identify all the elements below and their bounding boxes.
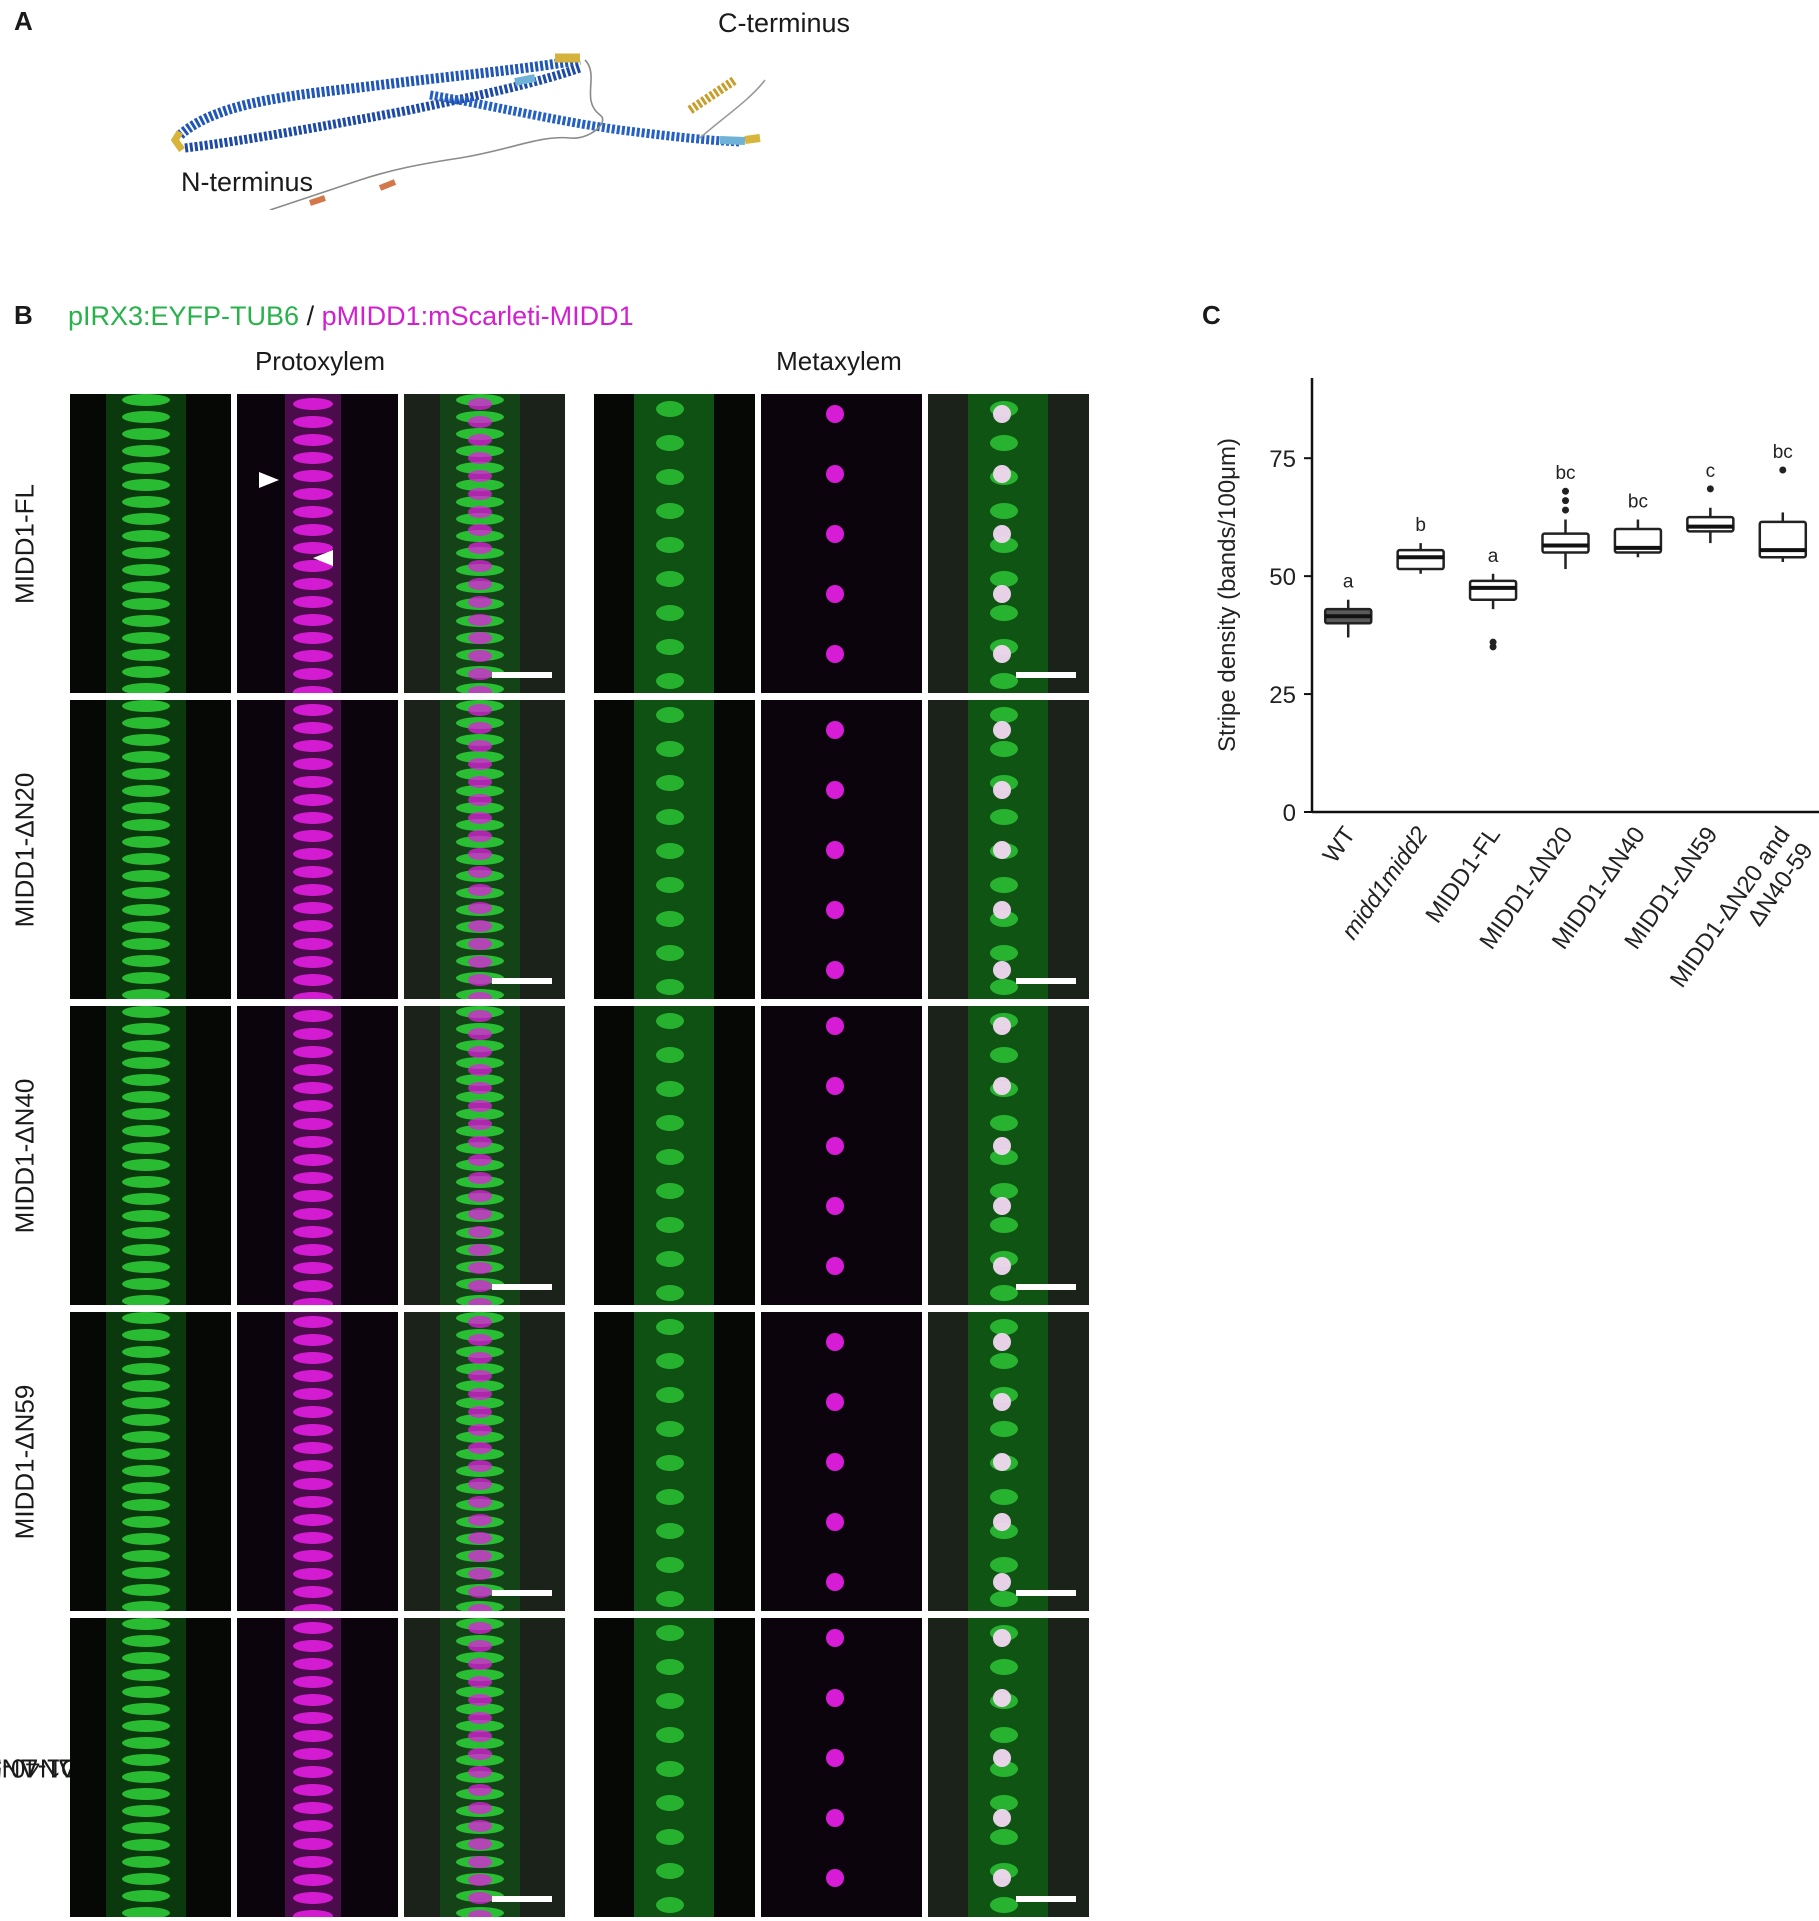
box [1686, 515, 1735, 533]
significance-label: bc [1773, 442, 1793, 463]
significance-label: a [1488, 546, 1499, 567]
protoxylem-image [70, 1006, 231, 1305]
panel-label-c: C [1202, 300, 1221, 330]
row-label-dn20: MIDD1-ΔN20 [0, 700, 50, 999]
scale-bar [1016, 1284, 1076, 1290]
row-label-dn20-dn40-59: MIDD1-ΔN20 andΔN40-59 [0, 1618, 128, 1917]
panel-label-a: A [14, 6, 33, 36]
metaxylem-image [594, 394, 755, 693]
outlier-point [1779, 466, 1787, 474]
significance-label: b [1415, 515, 1426, 536]
box [1396, 548, 1445, 571]
scale-bar [492, 1896, 552, 1902]
metaxylem-image [594, 1312, 755, 1611]
metaxylem-image [594, 700, 755, 999]
significance-label: a [1343, 572, 1354, 593]
metaxylem-image [928, 1312, 1089, 1611]
protoxylem-image [70, 394, 231, 693]
significance-label: c [1706, 461, 1716, 482]
metaxylem-image [761, 1618, 922, 1917]
box [1541, 532, 1590, 554]
metaxylem-image [928, 700, 1089, 999]
protoxylem-image [237, 1312, 398, 1611]
scale-bar [492, 978, 552, 984]
scale-bar [1016, 978, 1076, 984]
metaxylem-image [761, 700, 922, 999]
panel-label-b: B [14, 300, 33, 330]
outlier-point [1562, 497, 1569, 505]
protoxylem-image [404, 1618, 565, 1917]
n-terminus-label: N-terminus [181, 167, 314, 197]
y-tick-label: 0 [1283, 800, 1296, 827]
significance-label: bc [1628, 492, 1648, 513]
metaxylem-image [594, 1006, 755, 1305]
metaxylem-image [928, 1006, 1089, 1305]
column-title-protoxylem: Protoxylem [254, 346, 386, 376]
protoxylem-image [70, 1618, 231, 1917]
protoxylem-image [237, 394, 398, 693]
protoxylem-image [70, 700, 231, 999]
row-label-fl: MIDD1-FL [0, 394, 50, 693]
row-label-text: MIDD1-ΔN59 [9, 1384, 40, 1539]
metaxylem-image [594, 1618, 755, 1917]
y-tick-label: 75 [1269, 446, 1296, 473]
scale-bar [492, 1284, 552, 1290]
scale-bar [492, 672, 552, 678]
protein-structure [170, 53, 766, 210]
row-label-dn59: MIDD1-ΔN59 [0, 1312, 50, 1611]
metaxylem-image [761, 394, 922, 693]
metaxylem-image [928, 394, 1089, 693]
protoxylem-image [70, 1312, 231, 1611]
significance-label: bc [1555, 463, 1575, 484]
row-label-dn40: MIDD1-ΔN40 [0, 1006, 50, 1305]
protoxylem-image [404, 1312, 565, 1611]
scale-bar [1016, 1590, 1076, 1596]
y-tick-label: 50 [1269, 564, 1296, 591]
scale-bar [1016, 672, 1076, 678]
y-tick-label: 25 [1269, 682, 1296, 709]
metaxylem-image [761, 1312, 922, 1611]
scale-bar [1016, 1896, 1076, 1902]
c-terminus-label: C-terminus [718, 8, 851, 38]
protoxylem-image [404, 700, 565, 999]
protoxylem-image [404, 394, 565, 693]
protoxylem-image [404, 1006, 565, 1305]
arrowhead-icon [259, 472, 279, 488]
outlier-point [1562, 506, 1569, 514]
column-title-metaxylem: Metaxylem [776, 346, 902, 376]
protoxylem-image [237, 1006, 398, 1305]
outlier-point [1562, 487, 1569, 495]
outlier-point [1706, 485, 1714, 493]
protoxylem-image [237, 700, 398, 999]
protoxylem-image [237, 1618, 398, 1917]
header-separator: / [299, 301, 322, 331]
outlier-point [1489, 638, 1497, 646]
row-label-line2: ΔN40-59 [0, 1752, 77, 1783]
header-green-channel: pIRX3:EYFP-TUB6 [68, 301, 300, 331]
row-label-text: MIDD1-FL [9, 483, 40, 604]
scale-bar [492, 1590, 552, 1596]
x-tick-label: WT [1318, 822, 1362, 868]
y-axis-label: Stripe density (bands/100μm) [1214, 438, 1241, 752]
header-magenta-channel: pMIDD1:mScarleti-MIDD1 [321, 301, 634, 331]
metaxylem-image [928, 1618, 1089, 1917]
box [1468, 579, 1518, 601]
metaxylem-image [761, 1006, 922, 1305]
row-label-text: MIDD1-ΔN20 [9, 772, 40, 927]
panel-b-header: pIRX3:EYFP-TUB6 / pMIDD1:mScarleti-MIDD1 [68, 301, 634, 332]
arrowhead-icon [313, 550, 333, 566]
row-label-text: MIDD1-ΔN40 [9, 1078, 40, 1233]
